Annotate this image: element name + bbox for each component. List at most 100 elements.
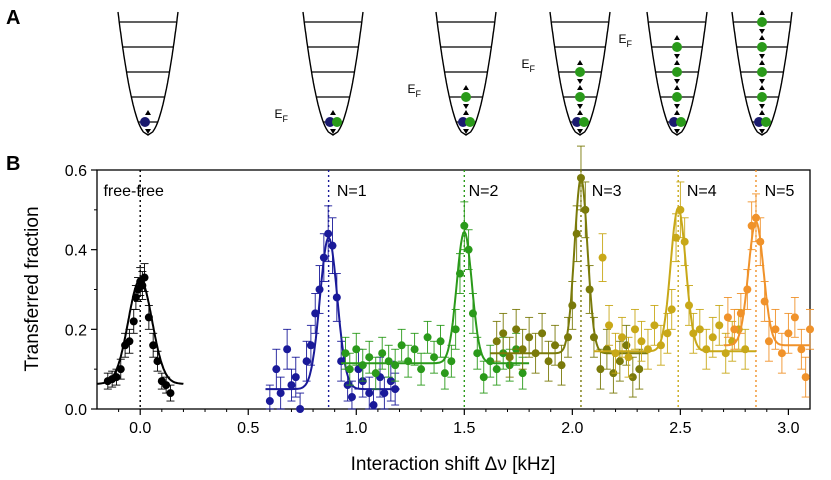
- data-point: [423, 333, 432, 342]
- spin-arrow-icon: [577, 110, 583, 134]
- spin-arrow-icon: [463, 85, 469, 109]
- atom-excited: [672, 42, 682, 52]
- data-point: [551, 341, 560, 350]
- fit-curve-free-free: [96, 278, 184, 385]
- data-point: [771, 325, 780, 334]
- x-tick-label: 0.5: [237, 420, 259, 437]
- plot-area: [96, 145, 814, 413]
- trap-potential-curve: [731, 11, 793, 136]
- data-point: [777, 349, 786, 358]
- data-point: [365, 353, 374, 362]
- fit-curve-N=5: [723, 220, 810, 347]
- series-N=4: [593, 181, 756, 378]
- data-point: [125, 337, 134, 346]
- x-tick-label: 2.5: [669, 420, 691, 437]
- data-point: [162, 381, 171, 390]
- spin-arrow-icon: [577, 85, 583, 109]
- atom-spin-partner: [761, 117, 771, 127]
- data-point: [518, 369, 527, 378]
- data-point: [790, 313, 799, 322]
- atom-excited: [757, 92, 767, 102]
- atom-excited: [672, 92, 682, 102]
- data-point: [287, 381, 296, 390]
- peak-label-N=4: N=4: [687, 183, 717, 200]
- plot-frame: [96, 169, 811, 410]
- data-point: [430, 353, 439, 362]
- spin-arrow-icon: [674, 60, 680, 84]
- data-point: [797, 345, 806, 354]
- panel-a: A EF EF EF EF: [6, 7, 793, 136]
- data-point: [324, 229, 333, 238]
- data-point: [499, 329, 508, 338]
- data-point: [557, 361, 566, 370]
- data-point: [460, 221, 469, 230]
- data-point: [806, 325, 814, 334]
- spin-arrow-icon: [674, 110, 680, 134]
- fermi-energy-label: EF: [618, 32, 632, 49]
- atom-ground: [572, 117, 582, 127]
- fermi-energy-label: EF: [521, 57, 535, 74]
- peak-label-N=5: N=5: [765, 183, 795, 200]
- data-point: [272, 365, 281, 374]
- atom-excited: [757, 67, 767, 77]
- spin-arrow-icon: [759, 60, 765, 84]
- panel-a-label: A: [6, 7, 20, 29]
- data-point: [347, 393, 356, 402]
- data-point: [512, 325, 521, 334]
- data-point: [380, 389, 389, 398]
- data-point: [365, 389, 374, 398]
- spin-arrow-icon: [577, 60, 583, 84]
- x-tick-label: 1.5: [453, 420, 475, 437]
- x-tick-label: 0.0: [129, 420, 151, 437]
- data-point: [479, 373, 488, 382]
- atom-excited: [672, 67, 682, 77]
- atom-spin-partner: [676, 117, 686, 127]
- data-point: [572, 229, 581, 238]
- atom-ground: [458, 117, 468, 127]
- y-axis-ticks: 0.0 0.2 0.4 0.6: [65, 163, 97, 419]
- data-point: [371, 369, 380, 378]
- data-point: [624, 353, 633, 362]
- series-N=2: [341, 201, 530, 394]
- data-point: [708, 333, 717, 342]
- data-point: [116, 365, 125, 374]
- data-point: [667, 305, 676, 314]
- data-point: [663, 329, 672, 338]
- data-point: [302, 357, 311, 366]
- data-point: [695, 325, 704, 334]
- series-N=3: [490, 145, 648, 398]
- data-point: [730, 325, 739, 334]
- series-free-free: [96, 263, 184, 402]
- trap-6: [731, 10, 793, 136]
- y-axis-title: Transferred fraction: [22, 206, 43, 371]
- spin-arrow-icon: [759, 85, 765, 109]
- data-point: [538, 329, 547, 338]
- trap-potential-curve: [646, 11, 708, 136]
- atom-excited: [757, 17, 767, 27]
- data-point: [378, 349, 387, 358]
- data-point: [352, 345, 361, 354]
- data-point: [397, 341, 406, 350]
- data-point: [628, 373, 637, 382]
- data-point: [386, 377, 395, 386]
- trap-2: EF: [274, 11, 364, 136]
- trap-5: EF: [618, 11, 708, 136]
- trap-4: EF: [521, 11, 611, 136]
- trap-potential-curve: [117, 11, 179, 136]
- data-point: [784, 329, 793, 338]
- data-point: [801, 373, 810, 382]
- data-point: [311, 309, 320, 318]
- data-point: [283, 345, 292, 354]
- fermi-energy-label: EF: [407, 82, 421, 99]
- atom-spin-partner: [579, 117, 589, 127]
- data-point: [473, 349, 482, 358]
- atom-excited: [575, 92, 585, 102]
- fit-curve-N=4: [593, 206, 756, 353]
- trap-1: [117, 11, 179, 136]
- data-point: [149, 341, 158, 350]
- data-point: [505, 353, 514, 362]
- data-point: [306, 341, 315, 350]
- data-point: [417, 365, 426, 374]
- data-point: [436, 337, 445, 346]
- peak-label-N=2: N=2: [469, 183, 499, 200]
